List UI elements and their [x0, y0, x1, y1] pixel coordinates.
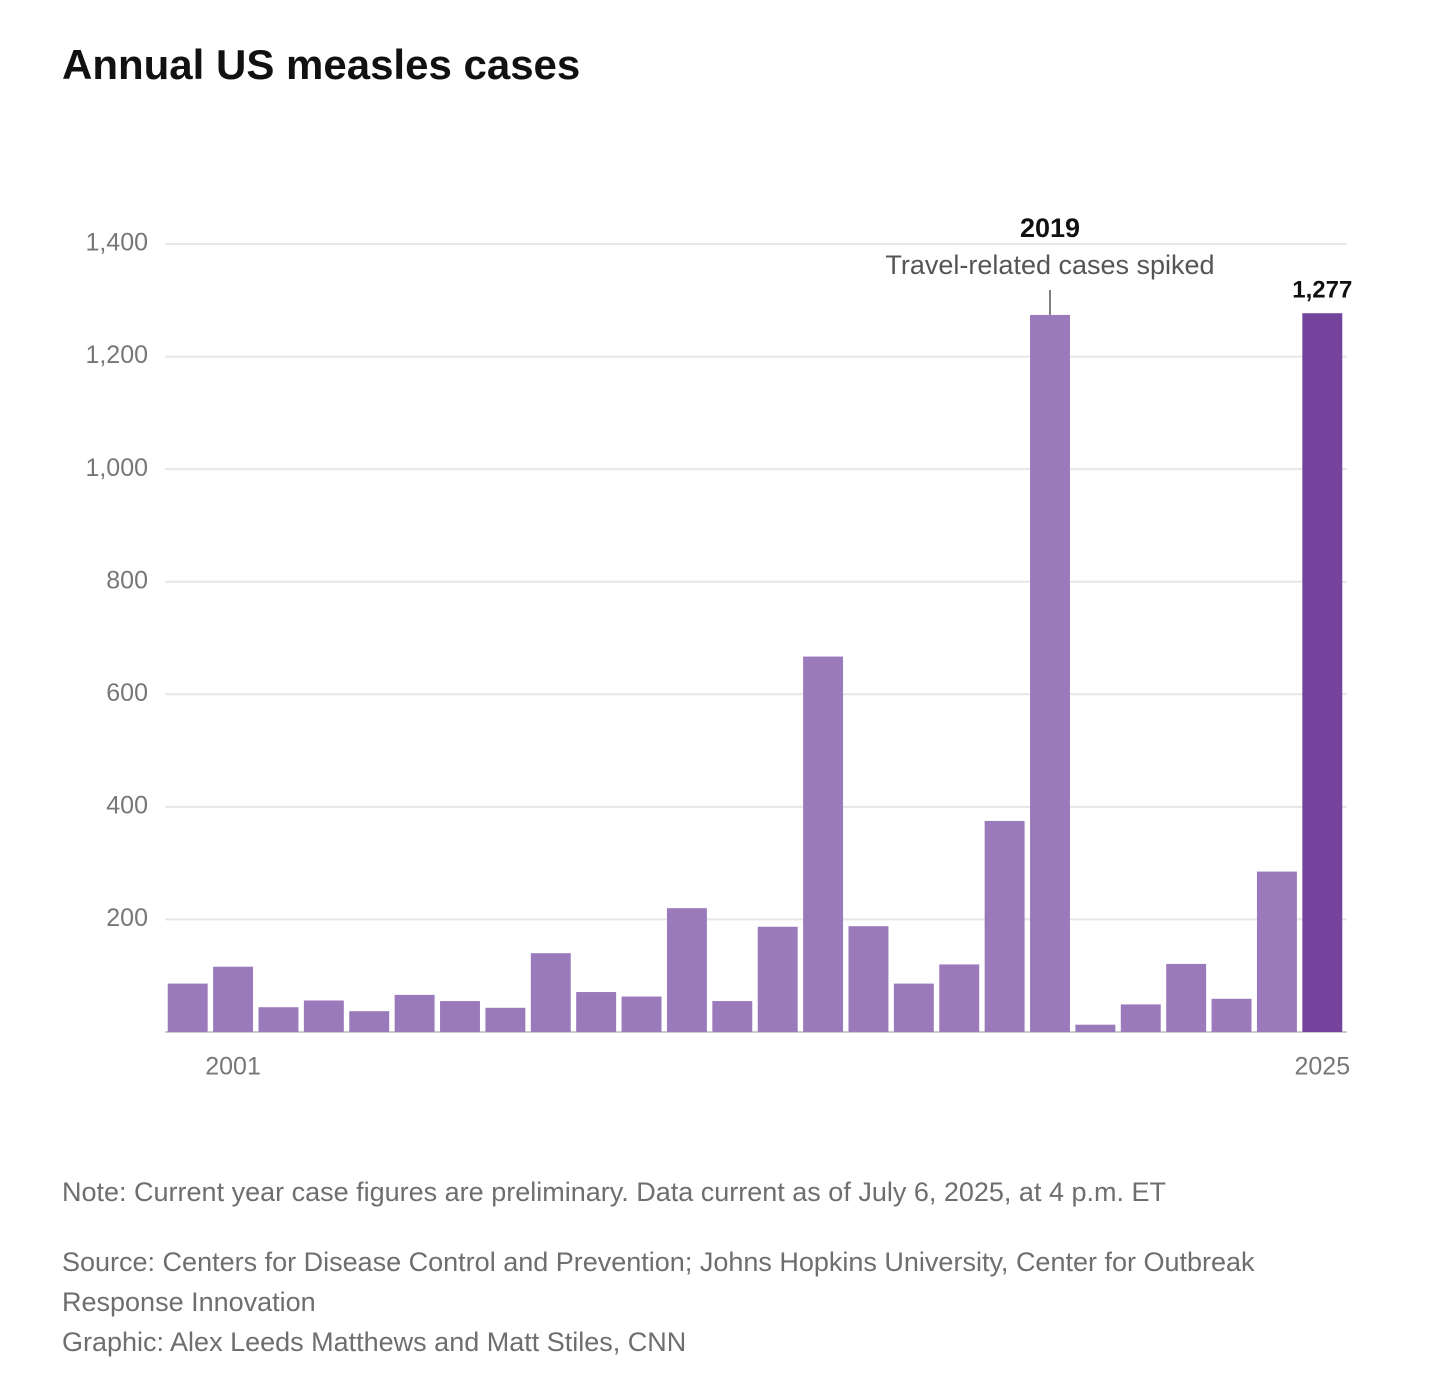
bar — [712, 1001, 753, 1032]
bar — [213, 966, 254, 1032]
y-tick-label: 400 — [106, 791, 148, 819]
bar — [1166, 963, 1207, 1032]
y-tick-label: 1,400 — [85, 229, 148, 257]
y-tick-label: 1,000 — [85, 454, 148, 482]
annotation-text: Travel-related cases spiked — [885, 250, 1214, 280]
bar — [939, 964, 980, 1032]
bar — [485, 1007, 526, 1032]
bar — [440, 1001, 480, 1032]
bar — [1120, 1004, 1161, 1032]
bar — [349, 1011, 390, 1032]
credit: Graphic: Alex Leeds Matthews and Matt St… — [62, 1327, 687, 1357]
bar — [1075, 1024, 1116, 1032]
bar — [621, 996, 662, 1032]
bar — [1211, 998, 1252, 1032]
bar — [666, 908, 707, 1032]
chart-title: Annual US measles cases — [62, 41, 580, 88]
bar — [303, 1000, 344, 1032]
chart: Annual US measles cases 200 400 600 800 1,00… — [62, 41, 1352, 1081]
bar — [984, 820, 1025, 1032]
bar — [893, 983, 934, 1032]
bar — [394, 994, 435, 1032]
x-tick-label: 2001 — [205, 1053, 261, 1081]
bar — [576, 992, 617, 1032]
x-tick-label: 2025 — [1294, 1053, 1350, 1081]
y-tick-label: 200 — [106, 904, 148, 932]
y-tick-label: 1,200 — [85, 341, 148, 369]
bar — [757, 926, 798, 1032]
note: Note: Current year case figures are prel… — [62, 1177, 1166, 1207]
bar — [167, 983, 208, 1032]
value-label: 1,277 — [1292, 277, 1352, 304]
y-tick-label: 600 — [106, 679, 148, 707]
bar — [258, 1007, 299, 1032]
bar — [1030, 314, 1070, 1032]
bar — [530, 953, 571, 1032]
bar — [1256, 871, 1297, 1032]
annotation-title: 2019 — [1020, 213, 1080, 243]
bar — [803, 656, 844, 1032]
bar — [848, 926, 889, 1032]
source: Source: Centers for Disease Control and … — [62, 1247, 1255, 1317]
y-tick-label: 800 — [106, 566, 148, 594]
bar — [1302, 313, 1343, 1032]
